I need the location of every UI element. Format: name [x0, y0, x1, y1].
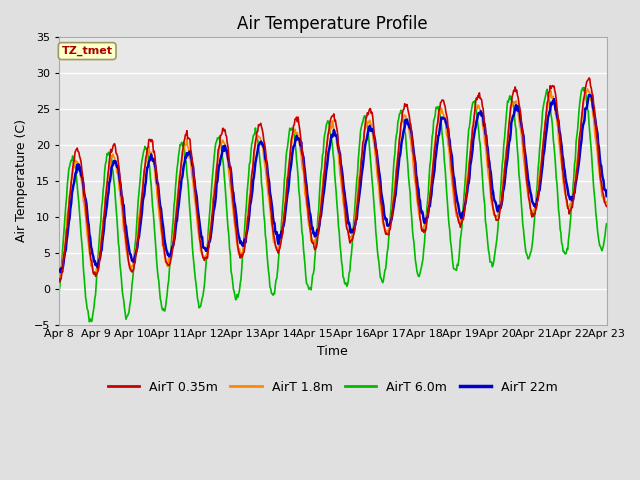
AirT 0.35m [400, 106, 408, 112]
AirT 22m [603, 193, 611, 199]
AirT 22m [57, 269, 65, 275]
AirT 1.8m [415, 213, 423, 219]
Legend: AirT 0.35m, AirT 1.8m, AirT 6.0m, AirT 22m: AirT 0.35m, AirT 1.8m, AirT 6.0m, AirT 2… [103, 376, 563, 399]
Line: AirT 6.0m: AirT 6.0m [59, 87, 607, 322]
Y-axis label: Air Temperature (C): Air Temperature (C) [15, 120, 28, 242]
X-axis label: Time: Time [317, 345, 348, 358]
AirT 22m [416, 198, 424, 204]
AirT 1.8m [584, 86, 591, 92]
Text: TZ_tmet: TZ_tmet [61, 46, 113, 56]
AirT 6.0m [579, 84, 587, 90]
AirT 0.35m [207, 228, 214, 234]
AirT 22m [122, 224, 130, 229]
AirT 22m [207, 235, 214, 241]
AirT 6.0m [86, 319, 93, 324]
AirT 0.35m [585, 75, 593, 81]
Title: Air Temperature Profile: Air Temperature Profile [237, 15, 428, 33]
AirT 6.0m [400, 120, 408, 126]
AirT 6.0m [178, 140, 186, 145]
AirT 1.8m [122, 237, 129, 242]
AirT 6.0m [207, 200, 214, 206]
AirT 1.8m [206, 228, 214, 233]
AirT 0.35m [56, 279, 63, 285]
AirT 6.0m [65, 166, 73, 172]
AirT 6.0m [122, 316, 130, 322]
AirT 6.0m [416, 270, 424, 276]
AirT 0.35m [178, 158, 186, 164]
AirT 1.8m [55, 275, 63, 281]
AirT 22m [178, 176, 186, 181]
AirT 1.8m [177, 166, 185, 172]
AirT 0.35m [55, 276, 63, 281]
AirT 22m [66, 215, 74, 221]
AirT 22m [400, 127, 408, 132]
AirT 22m [55, 267, 63, 273]
Line: AirT 0.35m: AirT 0.35m [59, 78, 607, 282]
AirT 6.0m [603, 221, 611, 227]
AirT 6.0m [55, 290, 63, 296]
AirT 1.8m [399, 115, 407, 121]
AirT 0.35m [122, 238, 130, 243]
AirT 1.8m [603, 199, 611, 204]
AirT 22m [585, 92, 593, 98]
Line: AirT 1.8m: AirT 1.8m [59, 89, 607, 278]
AirT 0.35m [603, 204, 611, 209]
AirT 0.35m [416, 215, 424, 220]
Line: AirT 22m: AirT 22m [59, 95, 607, 272]
AirT 1.8m [65, 202, 73, 208]
AirT 0.35m [66, 193, 74, 199]
